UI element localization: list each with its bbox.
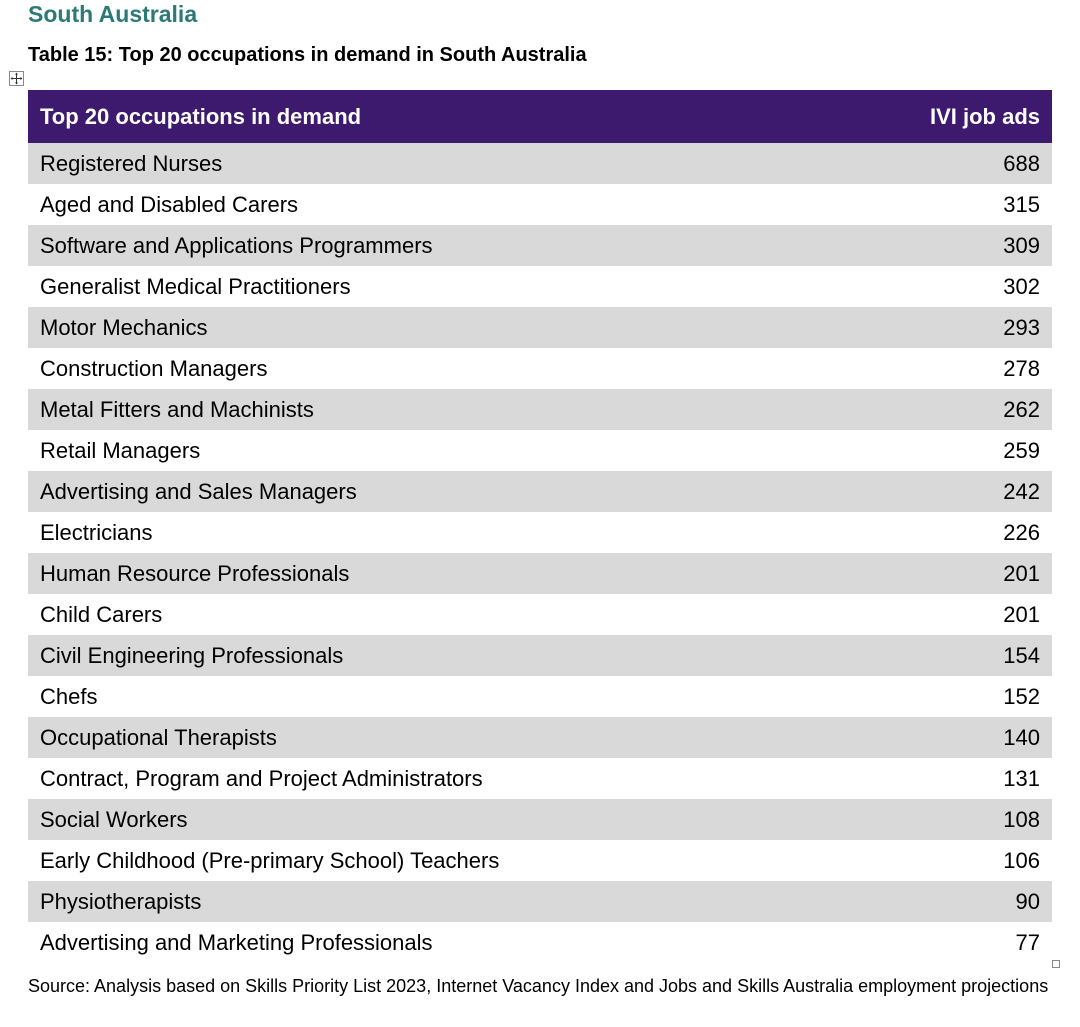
table-row: Advertising and Sales Managers 242 (28, 471, 1052, 512)
occupation-cell: Retail Managers (28, 430, 828, 471)
job-ads-cell: 201 (828, 594, 1052, 635)
occupation-cell: Physiotherapists (28, 881, 828, 922)
job-ads-cell: 262 (828, 389, 1052, 430)
occupation-cell: Occupational Therapists (28, 717, 828, 758)
table-row: Physiotherapists 90 (28, 881, 1052, 922)
occupation-cell: Early Childhood (Pre-primary School) Tea… (28, 840, 828, 881)
job-ads-cell: 293 (828, 307, 1052, 348)
occupation-cell: Human Resource Professionals (28, 553, 828, 594)
occupation-cell: Electricians (28, 512, 828, 553)
occupation-cell: Aged and Disabled Carers (28, 184, 828, 225)
table-move-handle[interactable] (9, 71, 24, 86)
occupation-cell: Social Workers (28, 799, 828, 840)
table-header-row: Top 20 occupations in demand IVI job ads (28, 90, 1052, 143)
job-ads-cell: 315 (828, 184, 1052, 225)
table-row: Metal Fitters and Machinists 262 (28, 389, 1052, 430)
job-ads-cell: 152 (828, 676, 1052, 717)
job-ads-cell: 309 (828, 225, 1052, 266)
occupation-cell: Advertising and Sales Managers (28, 471, 828, 512)
job-ads-cell: 131 (828, 758, 1052, 799)
table-resize-handle[interactable] (1052, 960, 1060, 968)
occupation-cell: Motor Mechanics (28, 307, 828, 348)
job-ads-cell: 688 (828, 143, 1052, 184)
table-body: Registered Nurses 688 Aged and Disabled Ca… (28, 143, 1052, 963)
header-occupation: Top 20 occupations in demand (28, 90, 828, 143)
job-ads-cell: 77 (828, 922, 1052, 963)
occupation-cell: Software and Applications Programmers (28, 225, 828, 266)
job-ads-cell: 201 (828, 553, 1052, 594)
table-row: Early Childhood (Pre-primary School) Tea… (28, 840, 1052, 881)
table-row: Software and Applications Programmers 309 (28, 225, 1052, 266)
table-row: Advertising and Marketing Professionals 7… (28, 922, 1052, 963)
table-row: Registered Nurses 688 (28, 143, 1052, 184)
table-row: Chefs 152 (28, 676, 1052, 717)
section-heading: South Australia (28, 1, 198, 27)
occupation-cell: Contract, Program and Project Administra… (28, 758, 828, 799)
occupation-cell: Advertising and Marketing Professionals (28, 922, 828, 963)
job-ads-cell: 242 (828, 471, 1052, 512)
table-row: Retail Managers 259 (28, 430, 1052, 471)
occupation-cell: Construction Managers (28, 348, 828, 389)
source-note: Source: Analysis based on Skills Priorit… (28, 976, 1049, 996)
table-row: Occupational Therapists 140 (28, 717, 1052, 758)
job-ads-cell: 140 (828, 717, 1052, 758)
table-row: Human Resource Professionals 201 (28, 553, 1052, 594)
occupation-cell: Civil Engineering Professionals (28, 635, 828, 676)
table-row: Motor Mechanics 293 (28, 307, 1052, 348)
occupations-table: Top 20 occupations in demand IVI job ads… (28, 90, 1052, 963)
job-ads-cell: 90 (828, 881, 1052, 922)
job-ads-cell: 278 (828, 348, 1052, 389)
job-ads-cell: 106 (828, 840, 1052, 881)
table-row: Contract, Program and Project Administra… (28, 758, 1052, 799)
table-row: Electricians 226 (28, 512, 1052, 553)
table-caption: Table 15: Top 20 occupations in demand i… (28, 44, 587, 66)
occupation-cell: Registered Nurses (28, 143, 828, 184)
job-ads-cell: 108 (828, 799, 1052, 840)
job-ads-cell: 154 (828, 635, 1052, 676)
table-row: Construction Managers 278 (28, 348, 1052, 389)
job-ads-cell: 226 (828, 512, 1052, 553)
job-ads-cell: 259 (828, 430, 1052, 471)
occupation-cell: Child Carers (28, 594, 828, 635)
occupation-cell: Chefs (28, 676, 828, 717)
table-row: Child Carers 201 (28, 594, 1052, 635)
occupation-cell: Metal Fitters and Machinists (28, 389, 828, 430)
table-row: Generalist Medical Practitioners 302 (28, 266, 1052, 307)
move-arrows-icon (10, 72, 23, 85)
table-row: Aged and Disabled Carers 315 (28, 184, 1052, 225)
table-row: Social Workers 108 (28, 799, 1052, 840)
job-ads-cell: 302 (828, 266, 1052, 307)
header-job-ads: IVI job ads (828, 90, 1052, 143)
occupation-cell: Generalist Medical Practitioners (28, 266, 828, 307)
table-row: Civil Engineering Professionals 154 (28, 635, 1052, 676)
